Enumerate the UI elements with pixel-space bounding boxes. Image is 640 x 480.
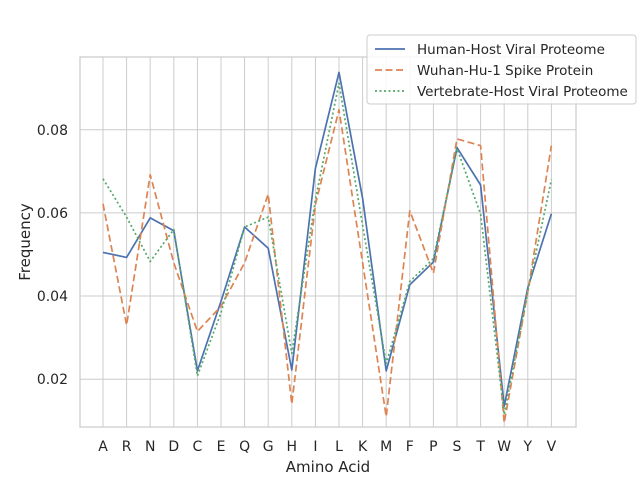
x-tick-label: Q xyxy=(239,439,250,455)
legend-box xyxy=(366,34,637,105)
x-tick-label: Y xyxy=(523,439,533,455)
x-tick-label: G xyxy=(263,439,274,455)
x-tick-label: A xyxy=(98,439,108,455)
series-lines xyxy=(102,71,553,424)
x-tick-label: I xyxy=(313,439,317,455)
y-tick-label: 0.08 xyxy=(37,123,68,139)
plot-frame xyxy=(79,56,577,428)
legend-label: Wuhan-Hu-1 Spike Protein xyxy=(417,63,593,79)
x-tick-label: C xyxy=(193,439,203,455)
x-tick-label: T xyxy=(475,439,485,455)
plot-area xyxy=(80,57,576,427)
legend: Human-Host Viral Proteome Wuhan-Hu-1 Spik… xyxy=(366,34,637,105)
y-axis-label: Frequency xyxy=(16,203,34,281)
x-tick-label: K xyxy=(358,439,368,455)
y-tick-label: 0.02 xyxy=(37,372,68,388)
x-tick-label: W xyxy=(497,439,511,455)
y-tick-label: 0.06 xyxy=(37,206,68,222)
x-tick-label: V xyxy=(547,439,557,455)
y-tick-labels: 0.02 0.04 0.06 0.08 xyxy=(37,123,68,388)
legend-label: Vertebrate-Host Viral Proteome xyxy=(417,84,628,100)
x-tick-label: R xyxy=(122,439,132,455)
grid-lines xyxy=(80,57,576,427)
series-line-1 xyxy=(102,71,553,408)
x-tick-label: E xyxy=(217,439,226,455)
x-tick-label: M xyxy=(380,439,392,455)
x-tick-label: S xyxy=(453,439,462,455)
x-tick-label: L xyxy=(335,439,343,455)
x-tick-label: N xyxy=(145,439,155,455)
y-tick-label: 0.04 xyxy=(37,289,68,305)
series-line-3 xyxy=(102,82,553,416)
x-tick-label: P xyxy=(429,439,437,455)
series-line-2 xyxy=(102,108,553,424)
x-tick-label: D xyxy=(168,439,179,455)
x-tick-label: H xyxy=(287,439,298,455)
legend-label: Human-Host Viral Proteome xyxy=(417,42,605,58)
x-tick-label: F xyxy=(406,439,414,455)
x-axis-label: Amino Acid xyxy=(286,458,370,476)
